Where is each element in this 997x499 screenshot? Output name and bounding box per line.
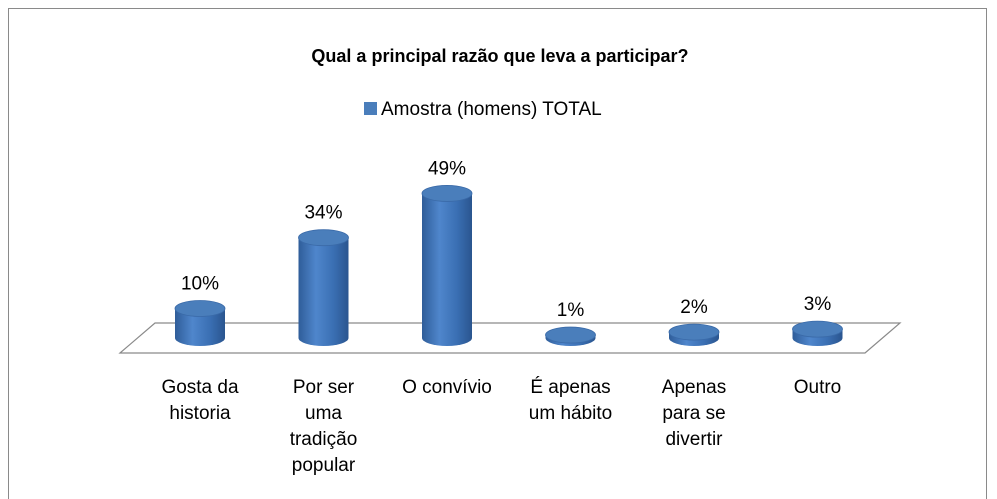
x-tick-label: Gosta da historia [161,377,239,424]
x-tick-label: Por ser uma tradição popular [289,377,358,476]
data-label: 2% [680,297,708,318]
data-label: 34% [304,203,342,224]
bar-top [545,326,596,344]
bar-top [668,323,720,341]
chart-title: Qual a principal razão que leva a partic… [311,46,688,66]
chart-border [8,8,987,499]
x-tick-label: O convívio [402,377,492,398]
bar-top [792,320,843,338]
x-tick-label: Outro [793,377,842,398]
data-label: 49% [428,158,466,179]
x-tick-label: É apenas um hábito [528,377,613,424]
bar [298,237,349,346]
legend-label: Amostra (homens) TOTAL [381,99,602,120]
data-label: 10% [181,274,219,295]
bar [422,193,472,346]
x-tick-label: Apenas para se divertir [661,377,727,450]
data-label: 1% [557,300,585,321]
legend-swatch [364,102,377,115]
bar [175,308,225,346]
data-label: 3% [804,294,832,315]
bar-top [421,185,473,202]
bar-top [298,229,349,247]
floor [118,322,902,354]
bar-top [174,300,226,317]
